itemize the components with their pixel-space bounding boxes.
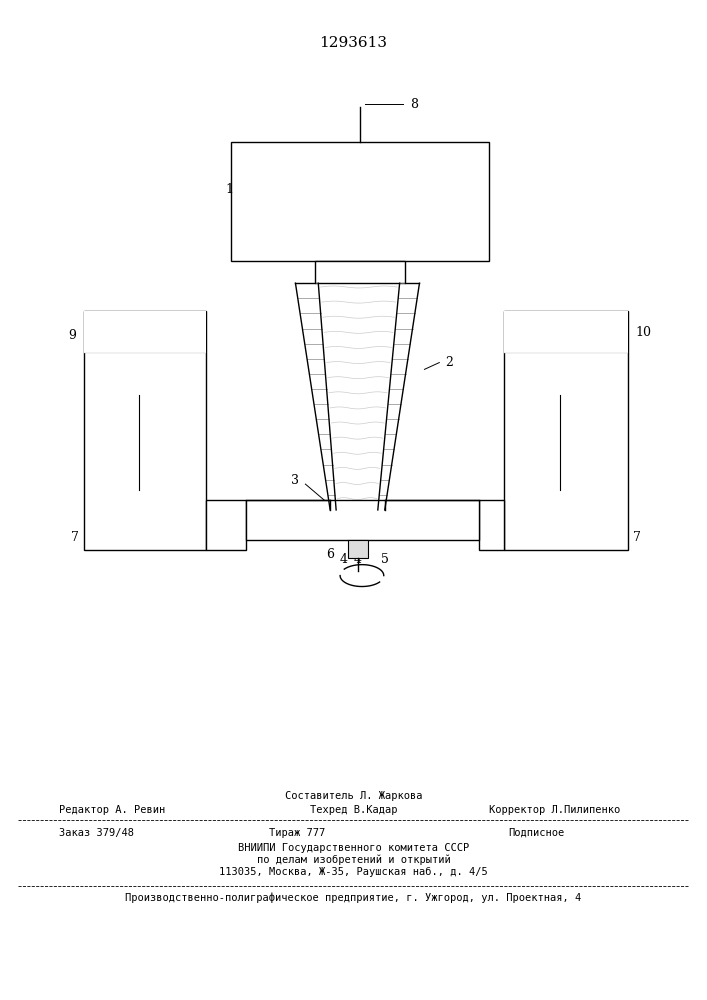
- Text: 4: 4: [354, 553, 362, 566]
- Text: 1: 1: [225, 183, 233, 196]
- Text: 4: 4: [340, 553, 348, 566]
- Text: 7: 7: [633, 531, 641, 544]
- Text: Составитель Л. Жаркова: Составитель Л. Жаркова: [285, 791, 422, 801]
- Text: 1293613: 1293613: [320, 36, 387, 50]
- Text: Подписное: Подписное: [508, 828, 564, 838]
- Text: 6: 6: [326, 548, 334, 561]
- Text: 0,+: 0,+: [514, 316, 534, 326]
- Bar: [315, 261, 404, 283]
- Text: 113035, Москва, Ж-35, Раушская наб., д. 4/5: 113035, Москва, Ж-35, Раушская наб., д. …: [219, 867, 488, 877]
- Text: 2: 2: [445, 356, 453, 369]
- Text: 7: 7: [71, 531, 79, 544]
- Text: Техред В.Кадар: Техред В.Кадар: [310, 805, 397, 815]
- Text: Корректор Л.Пилипенко: Корректор Л.Пилипенко: [489, 805, 620, 815]
- Text: по делам изобретений и открытий: по делам изобретений и открытий: [257, 855, 450, 865]
- Text: Заказ 379/48: Заказ 379/48: [59, 828, 134, 838]
- Bar: [84, 311, 206, 550]
- Text: Производственно-полиграфическое предприятие, г. Ужгород, ул. Проектная, 4: Производственно-полиграфическое предприя…: [125, 893, 582, 903]
- Text: 9: 9: [69, 329, 76, 342]
- Bar: [504, 311, 628, 550]
- Text: 8: 8: [411, 98, 419, 111]
- Bar: [246, 500, 479, 540]
- Text: 10: 10: [636, 326, 652, 339]
- Bar: [206, 500, 246, 550]
- Bar: [231, 142, 489, 261]
- Text: 3: 3: [291, 474, 300, 487]
- Bar: [348, 540, 368, 558]
- Text: +,0: +,0: [92, 316, 112, 326]
- Bar: [479, 500, 504, 550]
- Text: Редактор А. Ревин: Редактор А. Ревин: [59, 805, 165, 815]
- Bar: [504, 311, 628, 353]
- Text: 5: 5: [381, 553, 389, 566]
- Bar: [84, 311, 206, 353]
- Text: ВНИИПИ Государственного комитета СССР: ВНИИПИ Государственного комитета СССР: [238, 843, 469, 853]
- Text: Тираж 777: Тираж 777: [269, 828, 325, 838]
